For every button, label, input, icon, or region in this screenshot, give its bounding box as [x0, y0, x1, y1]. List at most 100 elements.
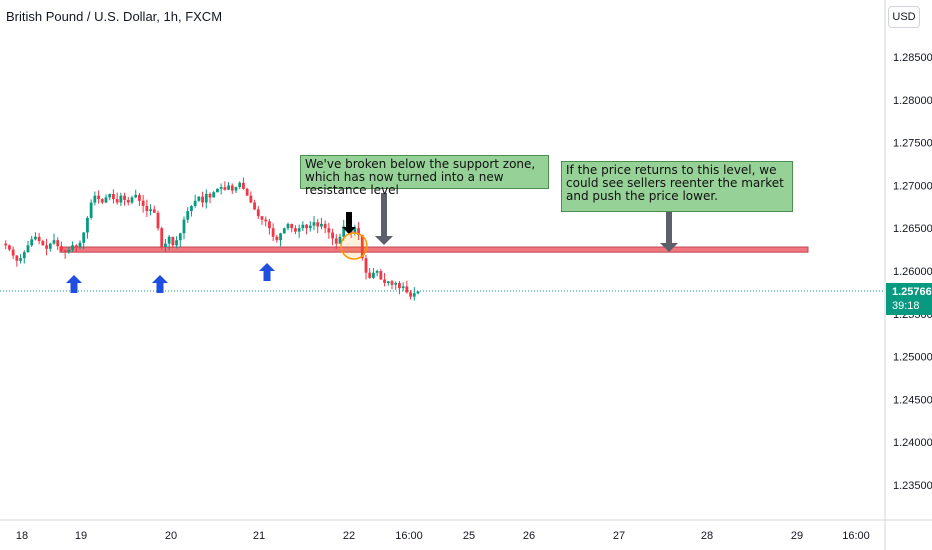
candle-body [264, 219, 268, 222]
time-tick-label: 16:00 [842, 530, 870, 542]
time-tick-label: 20 [165, 530, 177, 542]
candle-body [398, 282, 401, 289]
candle-body [282, 228, 286, 234]
time-tick-label: 18 [16, 530, 28, 542]
candle-body [164, 243, 167, 248]
arrow-up-icon [259, 263, 275, 281]
currency-button[interactable]: USD [888, 6, 920, 28]
candle-body [126, 199, 130, 203]
candle-body [190, 205, 193, 212]
price-tick-label: 1.27500 [893, 138, 932, 150]
candle-body [178, 233, 182, 241]
candle-body [242, 182, 245, 189]
symbol-title[interactable]: British Pound / U.S. Dollar, 1h, FXCM [6, 9, 223, 24]
price-tick-label: 1.27000 [893, 180, 932, 192]
countdown-label: 39:18 [892, 300, 920, 312]
candle-body [212, 192, 216, 198]
candle-body [41, 241, 45, 246]
candle-body [323, 223, 327, 229]
candle-body [342, 226, 346, 237]
candle-body [63, 250, 67, 253]
candle-body [249, 195, 253, 203]
candle-body [45, 245, 48, 249]
candle-body [130, 197, 134, 203]
candle-body [271, 228, 275, 237]
candle-body [294, 228, 297, 232]
candle-body [100, 199, 104, 203]
candle-body [201, 196, 204, 203]
candle-body [108, 193, 112, 198]
candle-body [149, 209, 152, 212]
arrow-up-icon [66, 275, 82, 293]
candle-body [368, 272, 372, 278]
candle-body [26, 245, 30, 253]
annotation-markers [66, 193, 678, 293]
candle-body [357, 228, 360, 236]
breakout-highlight-circle [340, 232, 368, 260]
candle-body [152, 209, 156, 213]
price-tick-label: 1.24500 [893, 394, 932, 406]
candle-body [186, 211, 190, 220]
candle-body [37, 236, 41, 242]
price-tick-label: 1.28000 [893, 95, 932, 107]
candle-body [308, 225, 312, 229]
candle-body [279, 233, 282, 241]
time-tick-label: 16:00 [395, 530, 423, 542]
resistance-zone-layer [59, 246, 809, 253]
candle-body [320, 223, 323, 227]
candle-body [301, 224, 305, 229]
candle-body [8, 245, 11, 250]
candle-body [316, 222, 320, 227]
candle-body [15, 255, 19, 261]
candle-body [123, 195, 126, 200]
candle-body [256, 209, 260, 217]
candle-body [394, 282, 398, 285]
candle-body [379, 271, 383, 280]
current-price-label: 1.25766 [892, 286, 932, 298]
candle-body [93, 195, 97, 203]
candle-body [22, 252, 26, 259]
time-tick-label: 25 [463, 530, 475, 542]
price-tick-label: 1.25000 [893, 352, 932, 364]
candle-body [253, 202, 256, 210]
candle-body [171, 236, 175, 246]
candle-body [219, 187, 223, 189]
candle-body [327, 228, 331, 233]
candle-body [305, 224, 308, 229]
candle-body [275, 236, 279, 241]
candle-body [156, 212, 160, 229]
candle-body [334, 238, 338, 244]
candle-body [216, 188, 219, 193]
candle-body [141, 200, 145, 206]
candle-body [390, 281, 394, 285]
candle-body [134, 194, 138, 198]
candle-body [52, 240, 56, 244]
resistance-zone [59, 246, 809, 253]
time-tick-label: 22 [343, 530, 355, 542]
candle-body [401, 286, 405, 289]
candle-body [372, 272, 375, 278]
candle-body [193, 200, 197, 206]
candle-body [175, 240, 178, 246]
candle-body [74, 245, 78, 248]
candle-body [104, 197, 108, 203]
candle-body [260, 216, 264, 220]
candle-body [119, 195, 123, 203]
time-tick-label: 26 [523, 530, 535, 542]
retest-note[interactable]: If the price returns to this level, we c… [561, 161, 793, 212]
price-tick-label: 1.26500 [893, 223, 932, 235]
candle-body [138, 194, 141, 201]
candle-body [4, 243, 8, 246]
candle-body [409, 292, 412, 297]
candle-body [11, 249, 15, 256]
candle-body [360, 235, 364, 259]
candle-body [60, 246, 63, 251]
price-tick-label: 1.26000 [893, 266, 932, 278]
time-tick-label: 19 [75, 530, 87, 542]
breakdown-note[interactable]: We've broken below the support zone, whi… [300, 155, 549, 197]
candle-body [115, 199, 119, 203]
candle-body [364, 258, 368, 273]
candle-body [197, 196, 201, 201]
